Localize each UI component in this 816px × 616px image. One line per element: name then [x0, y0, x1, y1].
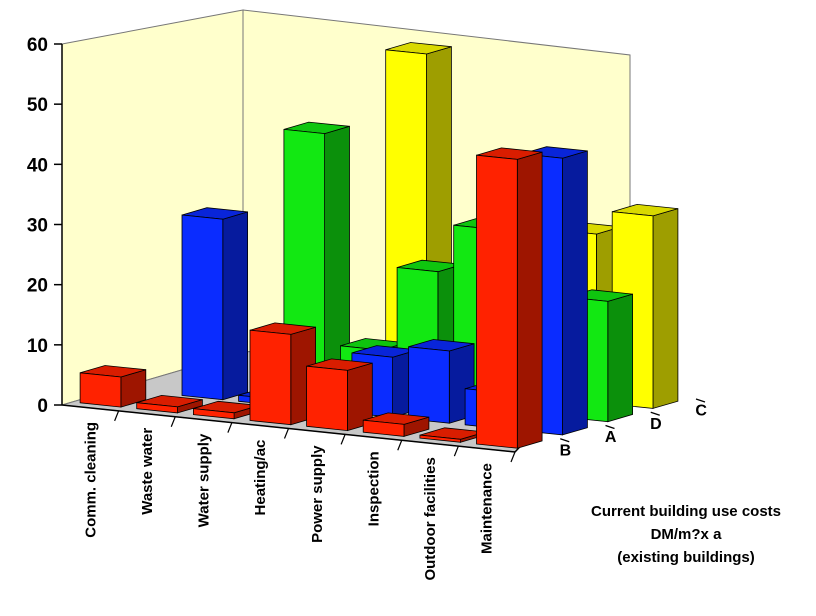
bar-side-face [607, 293, 633, 423]
x-tick-label: Maintenance [479, 463, 496, 554]
x-tick-label: Power supply [309, 445, 326, 543]
bar-front-face [192, 408, 235, 420]
bars-group [79, 42, 679, 449]
x-axis-labels: Comm. cleaning Waste water Water supply Hea… [82, 410, 516, 581]
bar-A-inspection [408, 339, 475, 424]
y-tick-label: 50 [27, 95, 48, 116]
bar-front-face [181, 214, 224, 401]
bar-B-waste-water [136, 394, 203, 414]
bar-D-water-supply [283, 121, 350, 393]
bar-side-face [222, 211, 249, 401]
bar-front-face [408, 346, 450, 424]
depth-tick-mark [695, 398, 706, 403]
x-tick-mark [283, 428, 290, 439]
bar-front-face [306, 365, 348, 432]
bar-B-maintenance [476, 147, 543, 449]
bar-side-face [516, 151, 543, 449]
chart-caption: Current building use costs DM/m?x a (exi… [556, 500, 816, 569]
caption-line-2: DM/m?x a [650, 526, 722, 543]
depth-tick-label: C [695, 403, 707, 420]
bar-B-comm-cleaning [79, 365, 147, 408]
x-tick-label: Inspection [365, 451, 382, 526]
y-tick-label: 60 [27, 35, 48, 56]
bar-A-waste-water [181, 207, 249, 401]
x-tick-mark [114, 410, 120, 422]
depth-tick-label: D [650, 416, 662, 433]
x-tick-mark [510, 451, 516, 463]
x-tick-mark [397, 440, 403, 451]
y-tick-label: 30 [27, 216, 48, 237]
depth-tick-mark [650, 411, 660, 416]
bar-B-inspection [362, 412, 430, 437]
caption-line-3: (existing buildings) [617, 549, 755, 566]
bar-front-face [249, 329, 292, 426]
bar-B-heating-ac [249, 322, 317, 426]
x-tick-mark [227, 422, 233, 433]
depth-tick-mark [605, 424, 615, 430]
depth-tick-label: B [560, 442, 572, 459]
depth-axis-labels: B A D C [560, 398, 707, 459]
x-tick-label: Outdoor facilities [422, 457, 439, 580]
bar-front-face [476, 154, 518, 449]
y-tick-label: 0 [37, 396, 48, 417]
depth-tick-label: A [605, 429, 617, 446]
x-tick-mark [170, 416, 176, 427]
y-tick-label: 20 [27, 276, 48, 297]
bar-B-power-supply [306, 358, 373, 432]
x-tick-label: Comm. cleaning [82, 422, 99, 538]
x-tick-label: Waste water [139, 428, 156, 515]
x-tick-mark [340, 434, 346, 445]
x-tick-label: Heating/ac [252, 440, 269, 516]
bar-front-face [79, 372, 122, 408]
bar-front-face [136, 402, 178, 414]
y-tick-label: 40 [27, 155, 48, 176]
y-tick-label: 10 [27, 336, 48, 357]
bar-side-face [652, 208, 679, 409]
caption-line-1: Current building use costs [590, 503, 782, 520]
bar-front-face [362, 419, 405, 437]
bar-side-face [562, 150, 588, 436]
bar-front-face [419, 434, 462, 443]
x-tick-label: Water supply [196, 433, 213, 527]
x-tick-mark [453, 445, 459, 457]
depth-tick-mark [560, 438, 570, 443]
y-axis-ticks: 0 10 20 30 40 50 60 [27, 35, 62, 417]
